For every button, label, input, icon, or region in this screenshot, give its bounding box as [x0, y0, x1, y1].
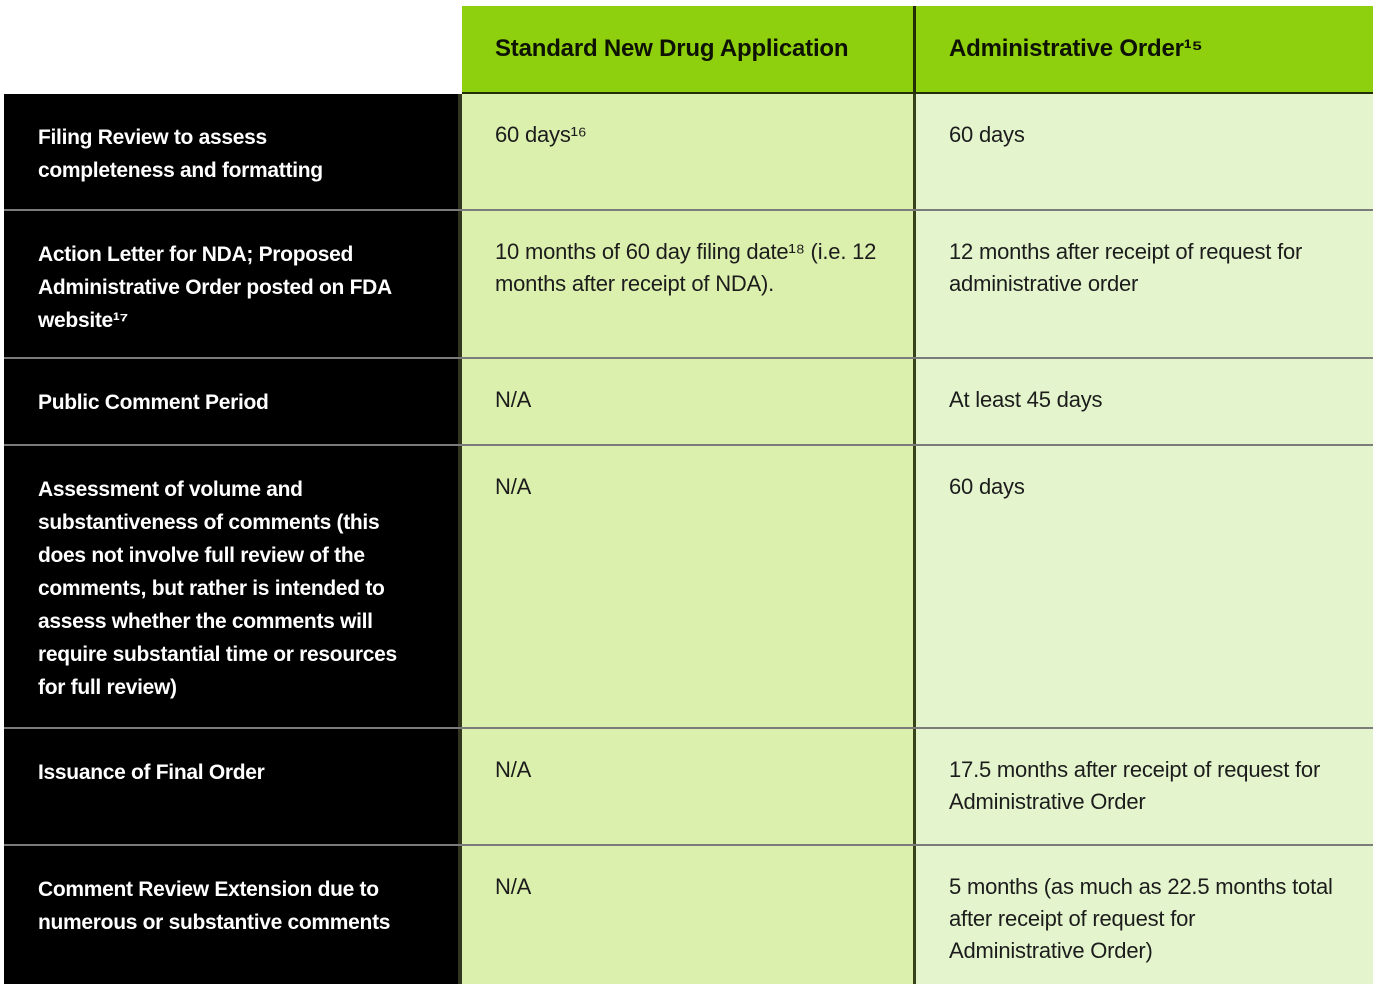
cell-public-comment-standard: N/A — [462, 357, 913, 444]
column-divider — [913, 444, 916, 727]
cell-comment-extension-admin: 5 months (as much as 22.5 months total a… — [916, 844, 1373, 984]
row-label-assessment-comments: Assessment of volume and substantiveness… — [4, 444, 458, 727]
cell-assessment-admin: 60 days — [916, 444, 1373, 727]
label-column-divider — [458, 209, 462, 357]
cell-comment-extension-standard: N/A — [462, 844, 913, 984]
column-divider — [913, 727, 916, 844]
review-timeline-table: Standard New Drug Application Administra… — [4, 6, 1373, 984]
column-divider — [913, 6, 916, 94]
cell-public-comment-admin: At least 45 days — [916, 357, 1373, 444]
cell-action-letter-admin: 12 months after receipt of request for a… — [916, 209, 1373, 357]
column-divider — [913, 357, 916, 444]
row-label-public-comment: Public Comment Period — [4, 357, 458, 444]
row-label-filing-review: Filing Review to assess completeness and… — [4, 94, 458, 209]
cell-filing-review-admin: 60 days — [916, 94, 1373, 209]
label-column-divider — [458, 94, 462, 209]
cell-action-letter-standard: 10 months of 60 day filing date¹⁸ (i.e. … — [462, 209, 913, 357]
table-corner-spacer — [4, 6, 462, 94]
label-column-divider — [458, 444, 462, 727]
label-column-divider — [458, 727, 462, 844]
row-label-final-order: Issuance of Final Order — [4, 727, 458, 844]
column-divider — [913, 209, 916, 357]
label-column-divider — [458, 357, 462, 444]
column-header-standard-nda: Standard New Drug Application — [462, 6, 913, 94]
row-label-comment-extension: Comment Review Extension due to numerous… — [4, 844, 458, 984]
cell-filing-review-standard: 60 days¹⁶ — [462, 94, 913, 209]
column-divider — [913, 844, 916, 984]
column-header-administrative-order: Administrative Order¹⁵ — [916, 6, 1373, 94]
cell-assessment-standard: N/A — [462, 444, 913, 727]
cell-final-order-standard: N/A — [462, 727, 913, 844]
column-divider — [913, 94, 916, 209]
row-label-action-letter: Action Letter for NDA; Proposed Administ… — [4, 209, 458, 357]
cell-final-order-admin: 17.5 months after receipt of request for… — [916, 727, 1373, 844]
label-column-divider — [458, 844, 462, 984]
